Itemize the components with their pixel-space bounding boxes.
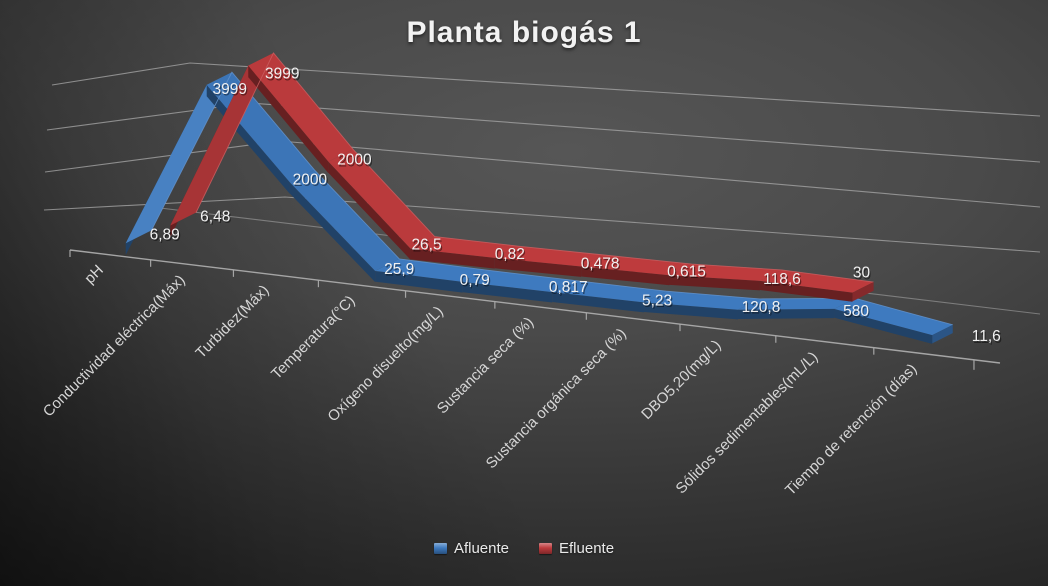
data-label-shadow: 26,5 [413,238,443,255]
series-afluente-segment-face[interactable] [834,308,933,344]
series-afluente-segment-face[interactable] [289,182,376,283]
series-afluente-segment-top[interactable] [125,72,232,244]
data-label-shadow: 2000 [294,173,329,190]
series-afluente-segment-top[interactable] [737,298,856,310]
data-label: 0,82 [495,246,525,263]
category-label: DBO5,20(mg/L) [638,337,724,423]
series-afluente-segment-face[interactable] [552,292,645,313]
data-label-shadow: 3999 [266,67,300,84]
series-afluente-segment-face[interactable] [737,308,835,319]
data-label-shadow: 6,89 [151,228,181,245]
series-afluente-segment-face[interactable] [462,281,553,303]
data-label-shadow: 580 [844,305,870,322]
series-efluente-segment-face[interactable] [759,280,853,302]
data-label: 25,9 [384,261,414,278]
data-label-shadow: 120,8 [743,300,782,317]
legend-label-afluente: Afluente [453,540,509,557]
data-label: 2000 [337,152,372,169]
chart-title: Planta biogás 1 [406,16,642,49]
legend: Afluente Efluente [0,540,1048,557]
category-label: pH [81,262,107,288]
series-afluente-segment-face[interactable] [644,302,738,320]
series-efluente-end-cap [852,282,874,302]
series-efluente-segment-top[interactable] [248,53,354,162]
gridline [43,196,1041,253]
data-label-shadow: 5,23 [643,294,673,311]
data-label: 0,817 [549,279,588,296]
series-efluente-segment-face[interactable] [248,65,329,174]
data-label-shadow: 6,48 [201,210,231,227]
category-label: Turbidez(Máx) [192,282,272,362]
data-label-shadow: 25,9 [385,263,415,280]
series-efluente-segment-top[interactable] [581,255,692,276]
data-label-shadow: 11,6 [973,330,1002,347]
data-label-shadow: 0,478 [582,257,621,274]
data-label: 3999 [212,81,246,98]
category-label: Conductividad eléctrica(Máx) [40,272,189,421]
data-label-shadow: 0,82 [496,248,526,265]
series-efluente-segment-top[interactable] [170,53,274,226]
data-label: 118,6 [763,271,801,288]
category-axis [69,249,1001,364]
data-label: 0,79 [460,272,490,289]
data-label: 6,48 [200,209,230,226]
series-efluente-segment-face[interactable] [494,257,582,277]
data-label-shadow: 2000 [338,153,373,170]
data-label-shadow: 0,817 [550,281,589,298]
category-label: Tiempo de retención (días) [782,361,920,499]
category-label: Sustancia seca (%) [434,314,537,417]
data-label: 0,615 [667,263,706,280]
series-efluente-segment-top[interactable] [328,149,435,249]
data-label: 11,6 [972,328,1001,345]
series-efluente-segment-top[interactable] [759,269,874,293]
series-afluente-segment-face[interactable] [375,270,463,293]
series-efluente-segment-top[interactable] [494,246,605,267]
series-afluente-segment-top[interactable] [375,258,487,282]
series-afluente-edge-highlight [151,71,953,326]
data-label: 26,5 [411,237,441,254]
efluente-swatch-icon [539,543,552,554]
data-label-shadow: 0,615 [668,265,707,282]
series-efluente-segment-face[interactable] [328,161,411,260]
afluente-swatch-icon [433,543,447,554]
legend-item-afluente[interactable]: Afluente [433,540,509,557]
data-label-shadow: 118,6 [764,273,802,290]
gridline [51,62,1041,117]
series-afluente-segment-top[interactable] [552,280,667,303]
series-afluente-end-cap [932,324,953,344]
series-efluente-segment-top[interactable] [410,236,519,258]
data-label: 120,8 [742,299,781,316]
category-label: Oxígeno disuelto(mg/L) [324,303,446,425]
series-efluente-edge-highlight [195,52,874,283]
data-label-shadow: 30 [854,266,872,283]
data-label: 6,89 [150,226,180,243]
series-efluente-segment-face[interactable] [669,275,760,291]
data-label: 5,23 [642,292,672,309]
legend-label-efluente: Efluente [559,540,615,557]
data-label: 2000 [293,171,328,188]
series-afluente-segment-top[interactable] [289,170,400,271]
series-efluente-segment-face[interactable] [410,248,495,269]
series-afluente-segment-top[interactable] [834,298,953,336]
series-afluente-segment-top[interactable] [462,270,576,293]
series-efluente-segment-face[interactable] [581,266,670,286]
data-label: 580 [843,303,869,320]
series-afluente-segment-top[interactable] [644,291,760,310]
data-label-shadow: 3999 [214,83,248,100]
data-label: 3999 [265,66,299,83]
category-label: Temperatura(°C) [268,292,359,383]
legend-item-efluente[interactable]: Efluente [539,540,614,557]
data-label: 30 [853,265,871,282]
data-label: 0,478 [581,256,620,273]
data-label-shadow: 0,79 [461,274,491,291]
